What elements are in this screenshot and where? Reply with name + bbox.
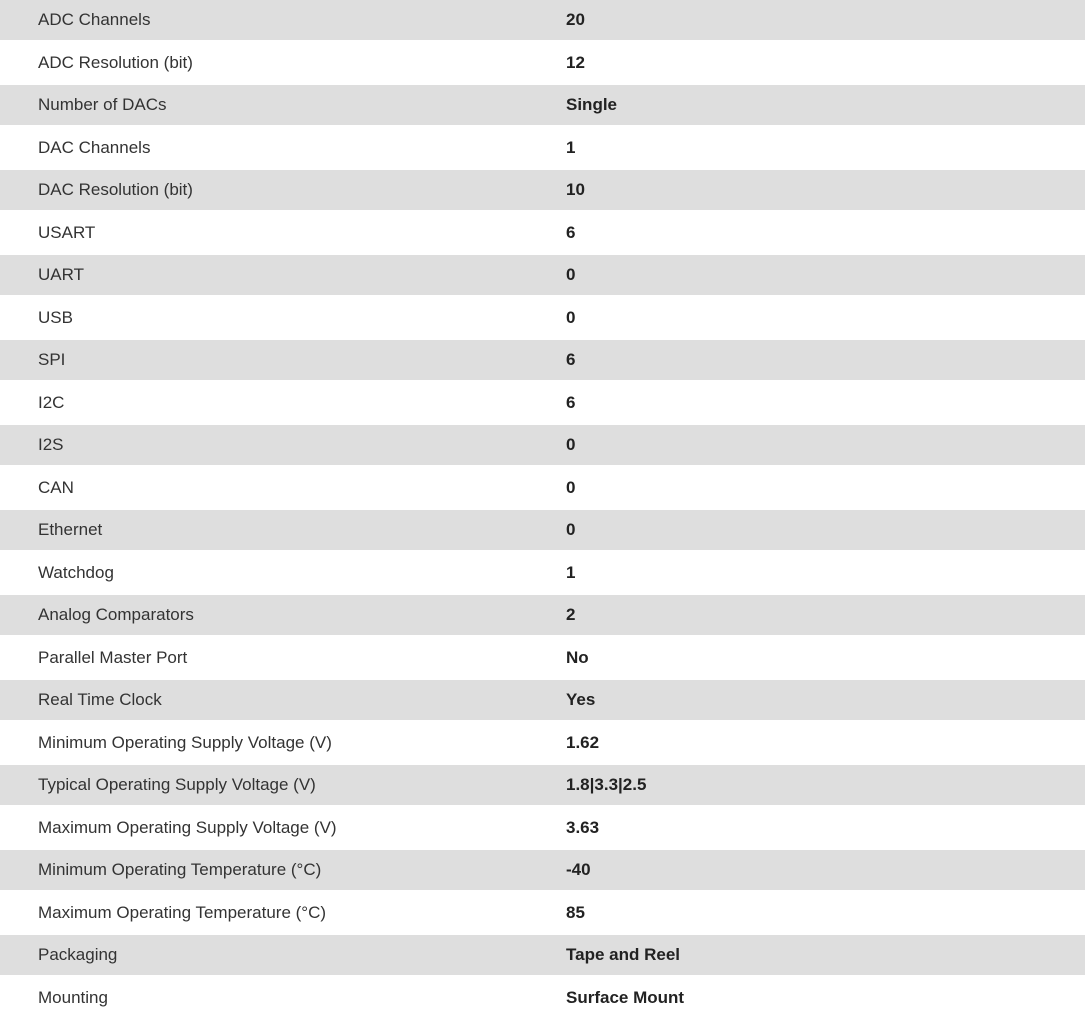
spec-label: SPI — [38, 350, 66, 369]
spec-label: Maximum Operating Temperature (°C) — [38, 902, 327, 922]
spec-row: I2S 0 — [0, 425, 1085, 465]
spec-value: 0 — [566, 520, 576, 539]
spec-value: No — [566, 647, 589, 667]
spec-row: Parallel Master Port No — [0, 635, 1085, 680]
spec-value: -40 — [566, 860, 591, 879]
spec-label: I2C — [38, 392, 65, 412]
spec-row: I2C 6 — [0, 380, 1085, 425]
spec-value: Yes — [566, 690, 596, 709]
spec-row: ADC Resolution (bit) 12 — [0, 40, 1085, 85]
spec-label: Maximum Operating Supply Voltage (V) — [38, 817, 337, 837]
spec-value: 0 — [566, 307, 576, 327]
spec-value: 6 — [566, 222, 576, 242]
spec-row: Minimum Operating Temperature (°C) -40 — [0, 850, 1085, 890]
spec-label: Packaging — [38, 945, 118, 964]
spec-value: 1 — [566, 562, 576, 582]
spec-row: Mounting Surface Mount — [0, 975, 1085, 1020]
spec-row: CAN 0 — [0, 465, 1085, 510]
spec-label: I2S — [38, 435, 64, 454]
spec-value: 3.63 — [566, 817, 600, 837]
spec-label: Minimum Operating Temperature (°C) — [38, 860, 322, 879]
spec-label: ADC Channels — [38, 10, 151, 29]
spec-row: Ethernet 0 — [0, 510, 1085, 550]
spec-row: USART 6 — [0, 210, 1085, 255]
spec-value: 10 — [566, 180, 585, 199]
spec-row: Packaging Tape and Reel — [0, 935, 1085, 975]
spec-value: Surface Mount — [566, 987, 685, 1007]
spec-row: Watchdog 1 — [0, 550, 1085, 595]
spec-value: 6 — [566, 350, 576, 369]
spec-value: 1.8|3.3|2.5 — [566, 775, 647, 794]
spec-value: 0 — [566, 435, 576, 454]
spec-row: Maximum Operating Supply Voltage (V) 3.63 — [0, 805, 1085, 850]
spec-row: Maximum Operating Temperature (°C) 85 — [0, 890, 1085, 935]
spec-label: Ethernet — [38, 520, 103, 539]
spec-row: DAC Channels 1 — [0, 125, 1085, 170]
spec-label: USB — [38, 307, 73, 327]
spec-row: Real Time Clock Yes — [0, 680, 1085, 720]
spec-row: Minimum Operating Supply Voltage (V) 1.62 — [0, 720, 1085, 765]
spec-value: 85 — [566, 902, 585, 922]
spec-value: Single — [566, 95, 618, 114]
spec-row: UART 0 — [0, 255, 1085, 295]
spec-label: Parallel Master Port — [38, 647, 188, 667]
spec-label: UART — [38, 265, 84, 284]
spec-label: USART — [38, 222, 96, 242]
spec-value: 0 — [566, 265, 576, 284]
spec-row: SPI 6 — [0, 340, 1085, 380]
spec-row: DAC Resolution (bit) 10 — [0, 170, 1085, 210]
spec-label: Minimum Operating Supply Voltage (V) — [38, 732, 332, 752]
spec-row: ADC Channels 20 — [0, 0, 1085, 40]
spec-label: CAN — [38, 477, 74, 497]
spec-value: 0 — [566, 477, 576, 497]
spec-label: ADC Resolution (bit) — [38, 52, 193, 72]
spec-label: Watchdog — [38, 562, 114, 582]
spec-value: 1 — [566, 137, 576, 157]
spec-value: 6 — [566, 392, 576, 412]
spec-label: Mounting — [38, 987, 108, 1007]
spec-label: Typical Operating Supply Voltage (V) — [38, 775, 316, 794]
spec-label: DAC Channels — [38, 137, 151, 157]
spec-value: Tape and Reel — [566, 945, 680, 964]
spec-label: Analog Comparators — [38, 605, 194, 624]
spec-label: Real Time Clock — [38, 690, 162, 709]
spec-value: 12 — [566, 52, 585, 72]
spec-row: Number of DACs Single — [0, 85, 1085, 125]
spec-label: DAC Resolution (bit) — [38, 180, 193, 199]
spec-value: 1.62 — [566, 732, 600, 752]
spec-row: USB 0 — [0, 295, 1085, 340]
spec-label: Number of DACs — [38, 95, 167, 114]
spec-row: Analog Comparators 2 — [0, 595, 1085, 635]
spec-value: 20 — [566, 10, 585, 29]
spec-value: 2 — [566, 605, 576, 624]
spec-row: Typical Operating Supply Voltage (V) 1.8|… — [0, 765, 1085, 805]
